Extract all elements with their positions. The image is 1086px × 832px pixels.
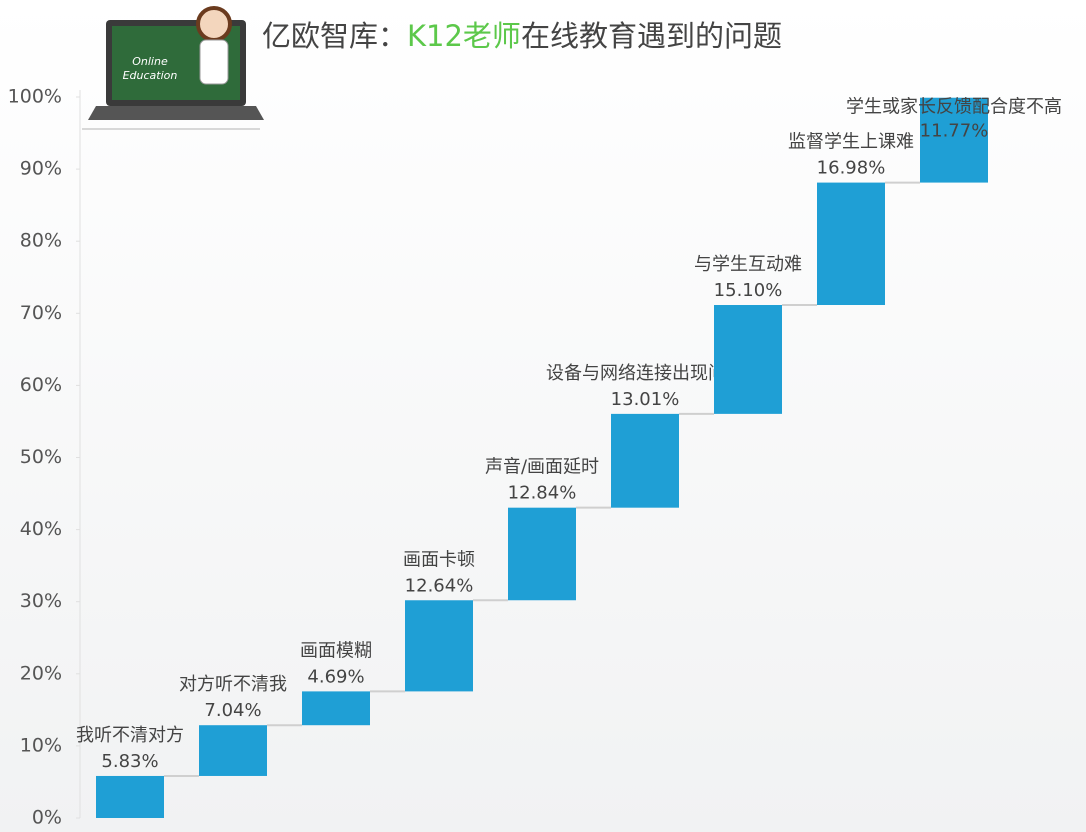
title-part: 亿欧智库：	[262, 19, 407, 53]
teacher-body	[199, 39, 229, 85]
category-label: 设备与网络连接出现问题	[546, 363, 744, 384]
value-label: 7.04%	[204, 700, 261, 721]
bar	[508, 507, 576, 601]
value-label: 15.10%	[714, 280, 783, 301]
shelf	[82, 128, 260, 130]
y-tick-label: 10%	[20, 734, 62, 756]
bar	[96, 775, 164, 818]
bar	[199, 725, 267, 776]
bar	[920, 97, 988, 183]
title-highlight: K12老师	[407, 19, 521, 53]
category-label: 对方听不清我	[179, 674, 287, 695]
value-label: 12.84%	[508, 483, 577, 504]
y-tick-label: 60%	[20, 374, 62, 396]
y-tick-label: 50%	[20, 446, 62, 468]
y-tick-label: 80%	[20, 230, 62, 252]
value-label: 16.98%	[817, 158, 886, 179]
category-label: 画面模糊	[300, 640, 372, 661]
title-part: 在线教育遇到的问题	[521, 19, 782, 53]
bar	[817, 182, 885, 306]
board-text: Education	[123, 69, 178, 82]
y-tick-label: 40%	[20, 518, 62, 540]
y-tick-label: 20%	[20, 662, 62, 684]
chart-title: 亿欧智库：K12老师在线教育遇到的问题	[262, 19, 782, 53]
board-text: Online	[132, 55, 168, 68]
bar	[611, 413, 679, 508]
teacher-head	[196, 6, 232, 42]
y-tick-label: 30%	[20, 590, 62, 612]
category-label: 学生或家长反馈配合度不高	[846, 97, 1062, 118]
category-label: 我听不清对方	[76, 725, 184, 746]
value-label: 5.83%	[101, 751, 158, 772]
bar	[405, 600, 473, 692]
category-label: 画面卡顿	[403, 549, 475, 570]
value-label: 4.69%	[307, 666, 364, 687]
y-tick-label: 0%	[32, 807, 62, 829]
y-tick-label: 70%	[20, 302, 62, 324]
y-tick-label: 100%	[8, 86, 62, 108]
category-label: 监督学生上课难	[788, 132, 914, 153]
laptop-base	[88, 106, 264, 120]
bar	[714, 305, 782, 414]
category-label: 声音/画面延时	[485, 457, 599, 478]
value-label: 11.77%	[920, 121, 989, 142]
category-label: 与学生互动难	[694, 254, 802, 275]
value-label: 12.64%	[405, 575, 474, 596]
value-label: 13.01%	[611, 389, 680, 410]
illustration: Online Education	[82, 6, 264, 130]
y-tick-label: 90%	[20, 158, 62, 180]
bar	[302, 691, 370, 726]
